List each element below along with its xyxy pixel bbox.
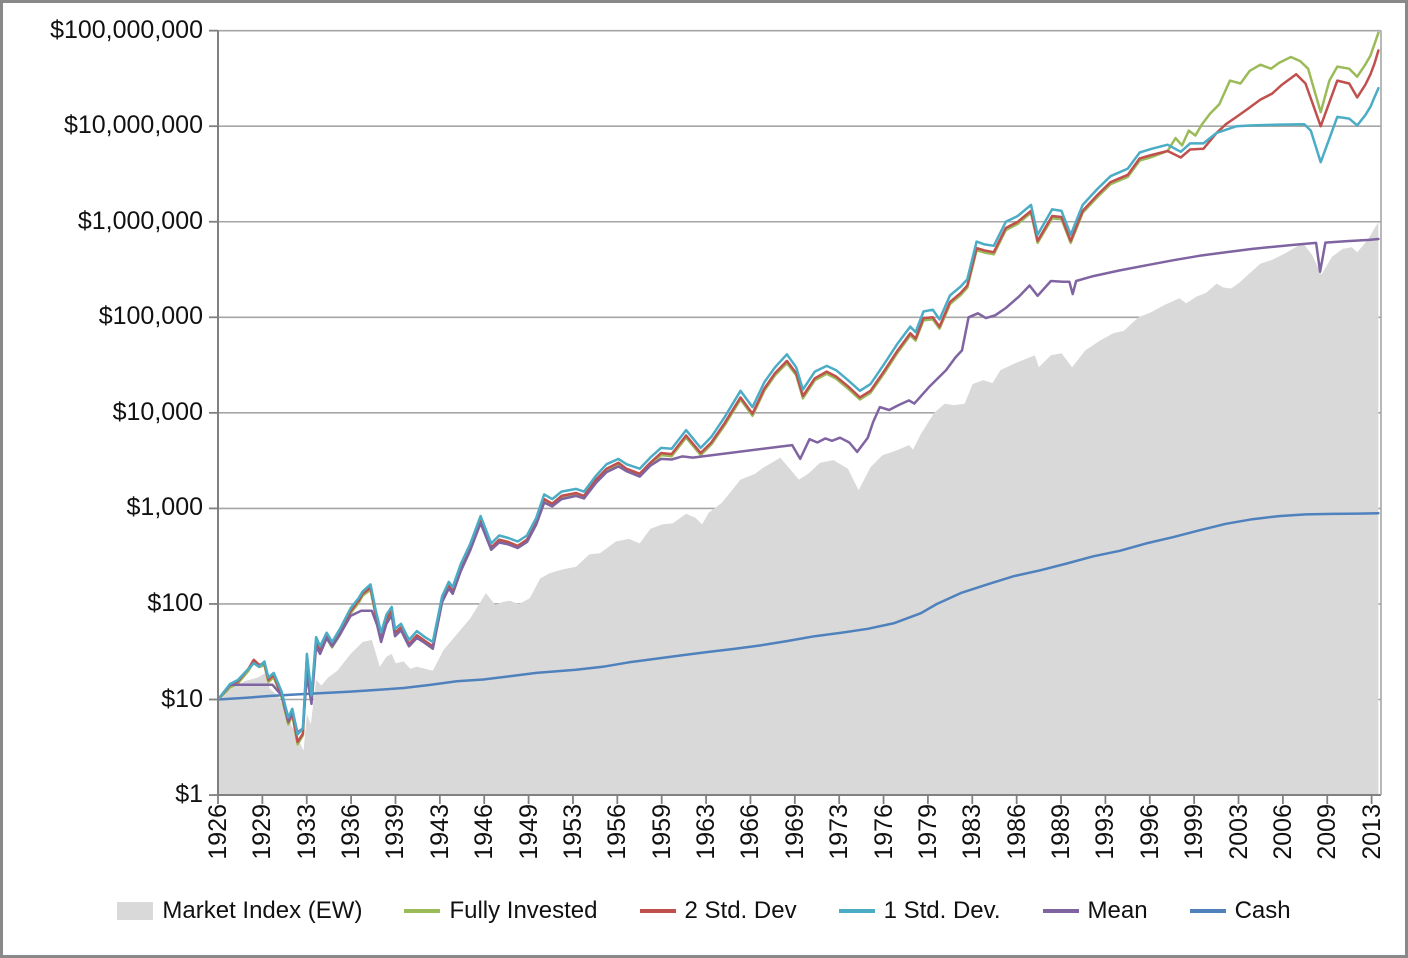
x-axis-tick-label: 1999 <box>1180 804 1209 860</box>
legend-line-icon <box>639 909 676 913</box>
x-axis-tick-label: 1976 <box>869 804 898 860</box>
series-line-1-std-dev- <box>216 86 1380 736</box>
legend-label: 2 Std. Dev <box>684 897 797 924</box>
y-axis-tick-label: $1,000 <box>126 493 203 522</box>
legend-item-1-std-dev-: 1 Std. Dev. <box>838 897 1001 925</box>
legend-line-icon <box>1042 909 1079 913</box>
x-axis-tick-label: 1936 <box>337 804 366 860</box>
x-axis-tick-label: 1943 <box>425 804 454 860</box>
y-axis-tick-label: $1,000,000 <box>77 206 203 235</box>
x-axis-tick-label: 1979 <box>913 804 942 860</box>
x-axis-tick-label: 1983 <box>958 804 987 860</box>
legend-line-icon <box>838 909 875 913</box>
x-axis-tick-label: 1953 <box>558 804 587 860</box>
legend-item-mean: Mean <box>1042 897 1148 925</box>
legend-item-market-index-ew-: Market Index (EW) <box>117 897 362 925</box>
series-area-market-index <box>218 222 1379 795</box>
legend-label: 1 Std. Dev. <box>883 897 1001 924</box>
y-axis-tick-label: $100,000,000 <box>50 15 203 44</box>
x-axis-tick-label: 1996 <box>1135 804 1164 860</box>
x-axis-tick-label: 1986 <box>1002 804 1031 860</box>
x-axis-tick-label: 2003 <box>1224 804 1253 860</box>
x-axis-tick-label: 2006 <box>1268 804 1297 860</box>
legend-item-cash: Cash <box>1189 897 1291 925</box>
legend-label: Market Index (EW) <box>162 897 363 924</box>
y-axis-tick-label: $100,000 <box>98 302 203 331</box>
x-axis-tick-label: 1946 <box>470 804 499 860</box>
x-axis-tick-label: 1956 <box>603 804 632 860</box>
legend-swatch-icon <box>117 902 154 920</box>
y-axis-tick-label: $10,000,000 <box>63 111 203 140</box>
x-axis-tick-label: 1949 <box>514 804 543 860</box>
x-axis-tick-label: 1966 <box>736 804 765 860</box>
legend-item-2-std-dev: 2 Std. Dev <box>639 897 797 925</box>
y-axis-tick-label: $100 <box>147 588 203 617</box>
y-axis-tick-label: $10 <box>161 684 203 713</box>
legend-label: Fully Invested <box>449 897 598 924</box>
x-axis-tick-label: 1973 <box>825 804 854 860</box>
x-axis-tick-label: 1989 <box>1047 804 1076 860</box>
x-axis-tick-label: 1933 <box>292 804 321 860</box>
legend-line-icon <box>404 909 441 913</box>
legend-label: Cash <box>1234 897 1291 924</box>
x-axis-tick-label: 1926 <box>204 804 232 860</box>
series-line-mean <box>216 237 1380 734</box>
x-axis-tick-label: 1939 <box>381 804 410 860</box>
x-axis-tick-label: 2009 <box>1313 804 1342 860</box>
x-axis-tick-label: 1993 <box>1091 804 1120 860</box>
x-axis-tick-label: 1929 <box>248 804 277 860</box>
series-line-cash <box>216 511 1380 701</box>
legend-line-icon <box>1189 909 1226 913</box>
x-axis-tick-label: 2013 <box>1357 804 1386 860</box>
x-axis-tick-label: 1969 <box>780 804 809 860</box>
chart-canvas <box>209 29 1382 804</box>
legend-label: Mean <box>1087 897 1148 924</box>
legend-item-fully-invested: Fully Invested <box>404 897 598 925</box>
x-axis-tick-label: 1959 <box>647 804 676 860</box>
y-axis-tick-label: $10,000 <box>112 397 203 426</box>
legend: Market Index (EW) Fully Invested 2 Std. De… <box>3 887 1405 935</box>
y-axis-tick-label: $1 <box>175 780 203 809</box>
series-line-2-std-dev <box>216 49 1380 744</box>
x-axis-tick-label: 1963 <box>692 804 721 860</box>
